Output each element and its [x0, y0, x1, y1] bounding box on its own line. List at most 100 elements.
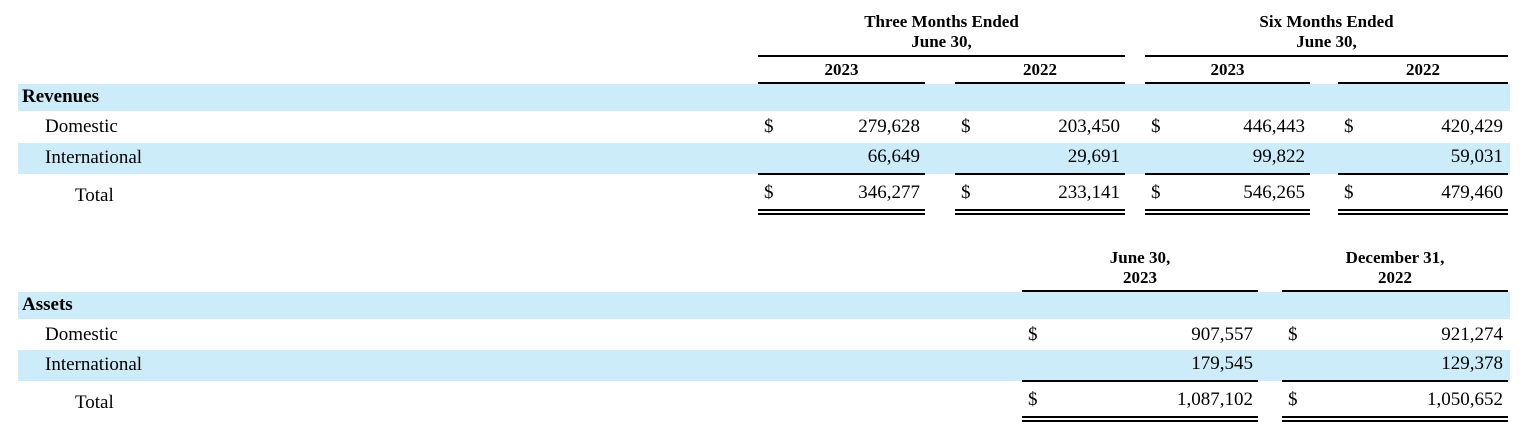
spacer-cell: [1508, 56, 1510, 83]
currency-cell: $: [1344, 116, 1354, 138]
currency-cell: $: [758, 173, 792, 215]
spacer-cell: [1310, 174, 1338, 212]
currency-cell: $: [1145, 173, 1179, 215]
revenues-domestic-row: Domestic $ 279,628 $ 203,450 $ 446,443 $…: [18, 111, 1510, 143]
revenues-international-row: International 66,649 29,691 99,822 59,03…: [18, 142, 1511, 175]
period-title-line1: Six Months Ended: [1259, 12, 1394, 31]
spacer-cell: [1310, 111, 1338, 143]
assets-table: June 30, 2023 December 31, 2022 Assets D…: [18, 244, 1510, 422]
currency-cell: $: [1022, 381, 1057, 422]
amount-cell: 479,460: [1372, 173, 1509, 215]
amount-cell: 129,378: [1317, 350, 1508, 383]
date-line1: December 31,: [1345, 247, 1445, 267]
currency-cell: $: [764, 116, 774, 138]
year-header-3m-2022: 2022: [955, 56, 1125, 85]
spacer-cell: [1310, 143, 1338, 174]
assets-international-row: International 179,545 129,378: [18, 350, 1510, 383]
row-label: Domestic: [45, 116, 118, 138]
spacer-cell: [18, 12, 758, 56]
date-header-december-31-2022: December 31, 2022: [1282, 244, 1508, 292]
currency-cell: [955, 142, 989, 175]
spacer-cell: [1125, 56, 1145, 83]
currency-cell: $: [1282, 381, 1317, 422]
spacer-cell: [1508, 245, 1510, 291]
spacer-cell: [1508, 319, 1510, 351]
spacer-cell: [1125, 174, 1145, 212]
amount-cell: 346,277: [792, 173, 925, 215]
period-group-header-row: Three Months Ended June 30, Six Months E…: [18, 12, 1510, 58]
amount-cell: 446,443: [1243, 116, 1305, 138]
year-header-3m-2023: 2023: [758, 56, 925, 85]
section-label: Assets: [22, 293, 73, 315]
currency-cell: $: [1028, 323, 1038, 345]
spacer-cell: [18, 245, 1022, 291]
spacer-cell: [1125, 143, 1145, 174]
amount-cell: 1,050,652: [1317, 381, 1508, 422]
assets-domestic-row: Domestic $ 907,557 $ 921,274: [18, 319, 1510, 351]
amount-cell: 179,545: [1057, 350, 1258, 383]
amount-cell: 279,628: [858, 116, 920, 138]
currency-cell: [1022, 350, 1057, 383]
amount-cell: 420,429: [1441, 116, 1504, 138]
spacer-cell: [925, 56, 955, 83]
year-header-row: 2023 2022 2023 2022: [18, 56, 1510, 85]
currency-cell: [1145, 142, 1179, 175]
period-title-line2: June 30,: [1296, 32, 1357, 52]
spacer-cell: [18, 56, 758, 83]
amount-cell: 59,031: [1372, 142, 1509, 175]
date-header-june-30-2023: June 30, 2023: [1022, 244, 1258, 292]
amount-cell: 203,450: [1058, 116, 1120, 138]
row-label: Total: [75, 184, 114, 206]
amount-cell: 1,087,102: [1057, 381, 1258, 422]
spacer-cell: [1125, 12, 1145, 56]
currency-cell: $: [1151, 116, 1161, 138]
revenues-section-row: Revenues: [18, 83, 1511, 112]
currency-cell: $: [1338, 173, 1372, 215]
currency-cell: [1338, 142, 1372, 175]
amount-cell: 66,649: [792, 142, 925, 175]
spacer-cell: [1310, 56, 1338, 83]
amount-cell: 29,691: [989, 142, 1125, 175]
spacer-cell: [1508, 111, 1510, 143]
amount-cell: 99,822: [1179, 142, 1310, 175]
date-line1: June 30,: [1109, 247, 1171, 267]
spacer-cell: [1258, 350, 1282, 381]
period-title-line1: Three Months Ended: [864, 12, 1019, 31]
row-label: Domestic: [45, 323, 118, 345]
row-label: International: [45, 146, 143, 168]
row-label: Total: [75, 392, 114, 414]
amount-cell: 907,557: [1191, 323, 1253, 345]
currency-cell: $: [955, 173, 989, 215]
amount-cell: 546,265: [1179, 173, 1310, 215]
spacer-cell: [1508, 174, 1510, 212]
spacer-cell: [925, 174, 955, 212]
amount-cell: 233,141: [989, 173, 1125, 215]
row-label: International: [45, 354, 143, 376]
currency-cell: $: [961, 116, 971, 138]
amount-cell: 921,274: [1441, 323, 1503, 345]
assets-total-row: Total $ 1,087,102 $ 1,050,652: [18, 381, 1510, 422]
assets-section-row: Assets: [18, 290, 1510, 319]
currency-cell: [758, 142, 792, 175]
three-months-ended-header: Three Months Ended June 30,: [758, 12, 1125, 58]
spacer-cell: [1508, 350, 1510, 381]
spacer-cell: [925, 111, 955, 143]
spacer-cell: [1258, 319, 1282, 351]
date-header-row: June 30, 2023 December 31, 2022: [18, 244, 1510, 292]
currency-cell: $: [1288, 323, 1298, 345]
spacer-cell: [1258, 381, 1282, 419]
date-line2: 2022: [1378, 267, 1412, 287]
revenues-total-row: Total $ 346,277 $ 233,141 $ 546,265 $ 47…: [18, 173, 1510, 215]
revenues-table: Three Months Ended June 30, Six Months E…: [18, 12, 1511, 215]
spacer-cell: [1125, 111, 1145, 143]
year-header-6m-2022: 2022: [1338, 56, 1509, 85]
spacer-cell: [1508, 143, 1510, 174]
spacer-cell: [925, 143, 955, 174]
section-label: Revenues: [22, 86, 100, 108]
period-title-line2: June 30,: [911, 32, 972, 52]
currency-cell: [1282, 350, 1317, 383]
year-header-6m-2023: 2023: [1145, 56, 1310, 85]
six-months-ended-header: Six Months Ended June 30,: [1145, 12, 1509, 58]
spacer-cell: [1258, 245, 1282, 291]
spacer-cell: [1508, 381, 1510, 419]
